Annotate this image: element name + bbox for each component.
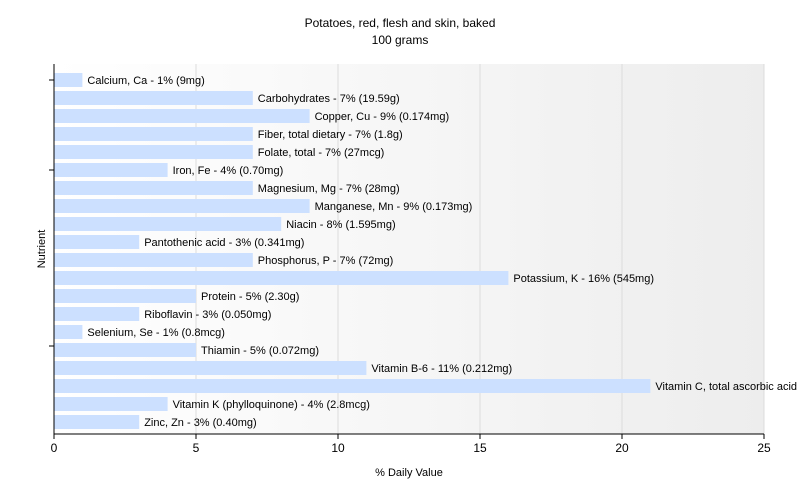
bar-data-label: Protein - 5% (2.30g) bbox=[201, 291, 299, 303]
bar bbox=[54, 343, 196, 357]
bar-data-label: Vitamin K (phylloquinone) - 4% (2.8mcg) bbox=[173, 399, 370, 411]
bar-data-label: Calcium, Ca - 1% (9mg) bbox=[87, 75, 204, 87]
bar bbox=[54, 307, 140, 321]
x-tick-label: 10 bbox=[331, 441, 345, 455]
chart-subtitle: 100 grams bbox=[372, 33, 429, 47]
chart-title: Potatoes, red, flesh and skin, baked bbox=[305, 16, 496, 30]
bar-data-label: Copper, Cu - 9% (0.174mg) bbox=[315, 111, 450, 123]
bar bbox=[54, 325, 83, 339]
bar-data-label: Carbohydrates - 7% (19.59g) bbox=[258, 93, 400, 105]
bar-data-label: Manganese, Mn - 9% (0.173mg) bbox=[315, 201, 473, 213]
x-tick-label: 0 bbox=[51, 441, 58, 455]
bar bbox=[54, 397, 168, 411]
bars: Calcium, Ca - 1% (9mg) Carbohydrates - 7%… bbox=[54, 73, 800, 429]
x-ticks: 0 5 10 15 20 25 bbox=[51, 434, 771, 455]
bar-data-label: Niacin - 8% (1.595mg) bbox=[286, 219, 395, 231]
bar bbox=[54, 127, 253, 141]
bar bbox=[54, 199, 310, 213]
x-axis-label: % Daily Value bbox=[375, 467, 443, 479]
bar bbox=[54, 91, 253, 105]
bar-data-label: Fiber, total dietary - 7% (1.8g) bbox=[258, 129, 403, 141]
bar-data-label: Thiamin - 5% (0.072mg) bbox=[201, 345, 319, 357]
bar-data-label: Phosphorus, P - 7% (72mg) bbox=[258, 255, 394, 267]
y-axis-label: Nutrient bbox=[36, 230, 48, 269]
x-tick-label: 5 bbox=[193, 441, 200, 455]
bar-data-label: Iron, Fe - 4% (0.70mg) bbox=[173, 165, 284, 177]
bar bbox=[54, 163, 168, 177]
x-tick-label: 25 bbox=[757, 441, 771, 455]
bar-data-label: Potassium, K - 16% (545mg) bbox=[513, 273, 654, 285]
bar bbox=[54, 73, 83, 87]
bar-data-label: Vitamin C, total ascorbic acid - 21% (12… bbox=[655, 381, 800, 393]
x-tick-label: 15 bbox=[473, 441, 487, 455]
bar-data-label: Riboflavin - 3% (0.050mg) bbox=[144, 309, 271, 321]
bar bbox=[54, 217, 282, 231]
bar bbox=[54, 253, 253, 267]
bar bbox=[54, 271, 509, 285]
bar-data-label: Magnesium, Mg - 7% (28mg) bbox=[258, 183, 400, 195]
bar bbox=[54, 361, 367, 375]
bar bbox=[54, 379, 651, 393]
bar-data-label: Selenium, Se - 1% (0.8mcg) bbox=[87, 327, 225, 339]
bar bbox=[54, 415, 140, 429]
bar bbox=[54, 109, 310, 123]
bar-data-label: Zinc, Zn - 3% (0.40mg) bbox=[144, 417, 256, 429]
bar bbox=[54, 235, 140, 249]
bar-data-label: Folate, total - 7% (27mcg) bbox=[258, 147, 385, 159]
bar bbox=[54, 289, 196, 303]
bar bbox=[54, 145, 253, 159]
x-tick-label: 20 bbox=[615, 441, 629, 455]
bar-data-label: Vitamin B-6 - 11% (0.212mg) bbox=[371, 363, 512, 375]
bar bbox=[54, 181, 253, 195]
axes bbox=[49, 64, 764, 435]
bar-data-label: Pantothenic acid - 3% (0.341mg) bbox=[144, 237, 304, 249]
